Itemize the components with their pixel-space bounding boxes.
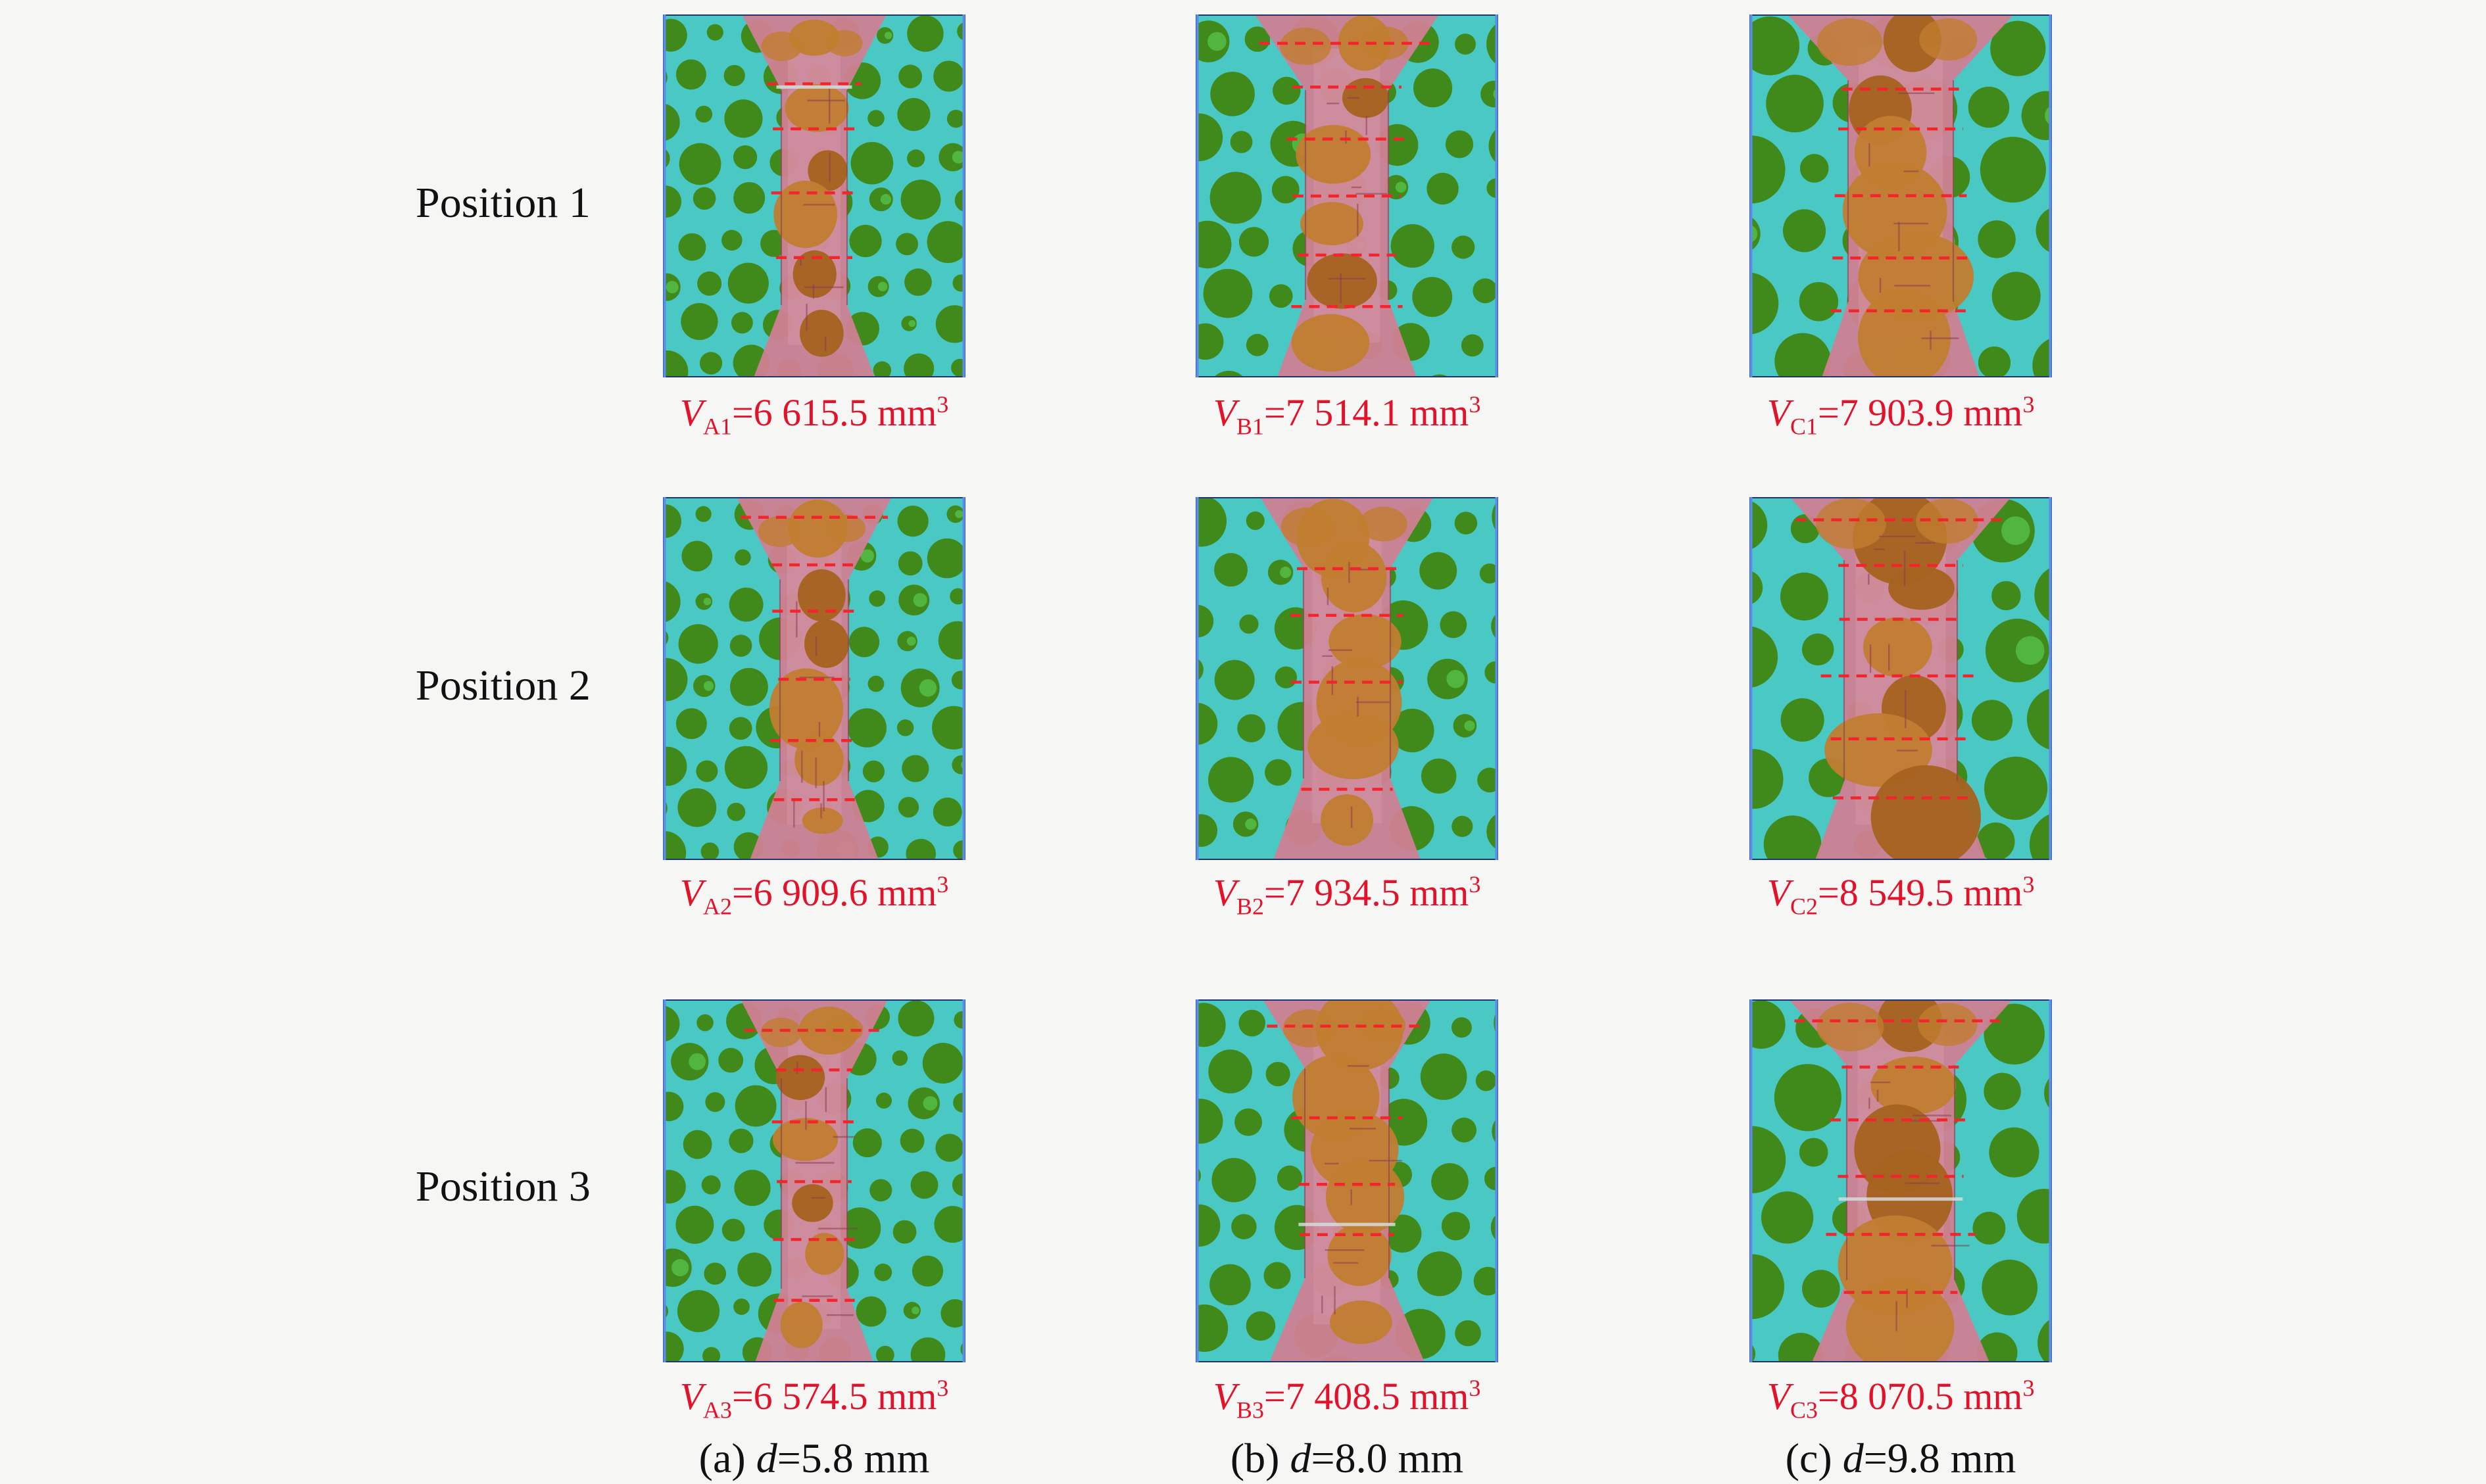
volume-value: =6 615.5 mm xyxy=(731,391,937,434)
volume-variable: V xyxy=(1213,871,1237,914)
volume-caption-b1: VB1=7 514.1 mm3 xyxy=(1163,391,1531,439)
column-caption-a: (a) d=5.8 mm xyxy=(617,1435,1011,1482)
simulation-image-c3 xyxy=(1749,999,2052,1362)
volume-value: =8 549.5 mm xyxy=(1817,871,2023,914)
diameter-variable: d xyxy=(1842,1435,1864,1481)
column-caption-b: (b) d=8.0 mm xyxy=(1150,1435,1544,1482)
volume-exponent: 3 xyxy=(937,1375,949,1402)
volume-variable: V xyxy=(1213,1375,1237,1418)
diameter-value: =5.8 mm xyxy=(777,1435,930,1481)
column-caption-prefix: (c) xyxy=(1785,1435,1843,1481)
simulation-image-b3 xyxy=(1196,999,1498,1362)
volume-variable: V xyxy=(679,871,704,914)
volume-exponent: 3 xyxy=(2022,871,2035,898)
volume-subscript: B2 xyxy=(1236,893,1264,920)
volume-caption-b3: VB3=7 408.5 mm3 xyxy=(1163,1374,1531,1422)
volume-variable: V xyxy=(1767,1375,1791,1418)
column-caption-c: (c) d=9.8 mm xyxy=(1703,1435,2098,1482)
simulation-image-c2 xyxy=(1749,497,2052,860)
simulation-image-b1 xyxy=(1196,14,1498,377)
volume-variable: V xyxy=(679,1375,704,1418)
row-label-position-2: Position 2 xyxy=(416,661,591,709)
row-label-position-3: Position 3 xyxy=(416,1162,591,1210)
volume-caption-b2: VB2=7 934.5 mm3 xyxy=(1163,871,1531,919)
volume-exponent: 3 xyxy=(2022,1375,2035,1402)
volume-caption-a3: VA3=6 574.5 mm3 xyxy=(630,1374,998,1422)
diameter-value: =8.0 mm xyxy=(1311,1435,1464,1481)
volume-subscript: A3 xyxy=(703,1397,732,1424)
volume-subscript: C1 xyxy=(1790,413,1818,440)
volume-variable: V xyxy=(679,391,704,434)
volume-exponent: 3 xyxy=(1469,1375,1481,1402)
simulation-image-a2 xyxy=(663,497,965,860)
column-caption-prefix: (b) xyxy=(1230,1435,1290,1481)
simulation-image-a3 xyxy=(663,999,965,1362)
volume-exponent: 3 xyxy=(937,391,949,418)
simulation-image-b2 xyxy=(1196,497,1498,860)
volume-subscript: A1 xyxy=(703,413,732,440)
diameter-variable: d xyxy=(756,1435,777,1481)
diameter-value: =9.8 mm xyxy=(1863,1435,2016,1481)
row-label-position-1: Position 1 xyxy=(416,179,591,227)
column-caption-prefix: (a) xyxy=(698,1435,756,1481)
volume-subscript: A2 xyxy=(703,893,732,920)
diameter-variable: d xyxy=(1290,1435,1311,1481)
volume-value: =7 903.9 mm xyxy=(1817,391,2023,434)
simulation-image-a1 xyxy=(663,14,965,377)
volume-value: =6 909.6 mm xyxy=(731,871,937,914)
volume-value: =7 934.5 mm xyxy=(1263,871,1469,914)
simulation-image-c1 xyxy=(1749,14,2052,377)
volume-caption-c3: VC3=8 070.5 mm3 xyxy=(1717,1374,2085,1422)
volume-exponent: 3 xyxy=(1469,391,1481,418)
volume-caption-c1: VC1=7 903.9 mm3 xyxy=(1717,391,2085,439)
volume-caption-c2: VC2=8 549.5 mm3 xyxy=(1717,871,2085,919)
volume-exponent: 3 xyxy=(937,871,949,898)
volume-value: =7 514.1 mm xyxy=(1263,391,1469,434)
volume-subscript: C3 xyxy=(1790,1397,1818,1424)
volume-value: =7 408.5 mm xyxy=(1263,1375,1469,1418)
volume-variable: V xyxy=(1213,391,1237,434)
volume-variable: V xyxy=(1767,871,1791,914)
volume-subscript: C2 xyxy=(1790,893,1818,920)
volume-value: =6 574.5 mm xyxy=(731,1375,937,1418)
volume-value: =8 070.5 mm xyxy=(1817,1375,2023,1418)
volume-subscript: B1 xyxy=(1236,413,1264,440)
volume-caption-a1: VA1=6 615.5 mm3 xyxy=(630,391,998,439)
volume-exponent: 3 xyxy=(1469,871,1481,898)
volume-subscript: B3 xyxy=(1236,1397,1264,1424)
volume-exponent: 3 xyxy=(2022,391,2035,418)
volume-variable: V xyxy=(1767,391,1791,434)
volume-caption-a2: VA2=6 909.6 mm3 xyxy=(630,871,998,919)
